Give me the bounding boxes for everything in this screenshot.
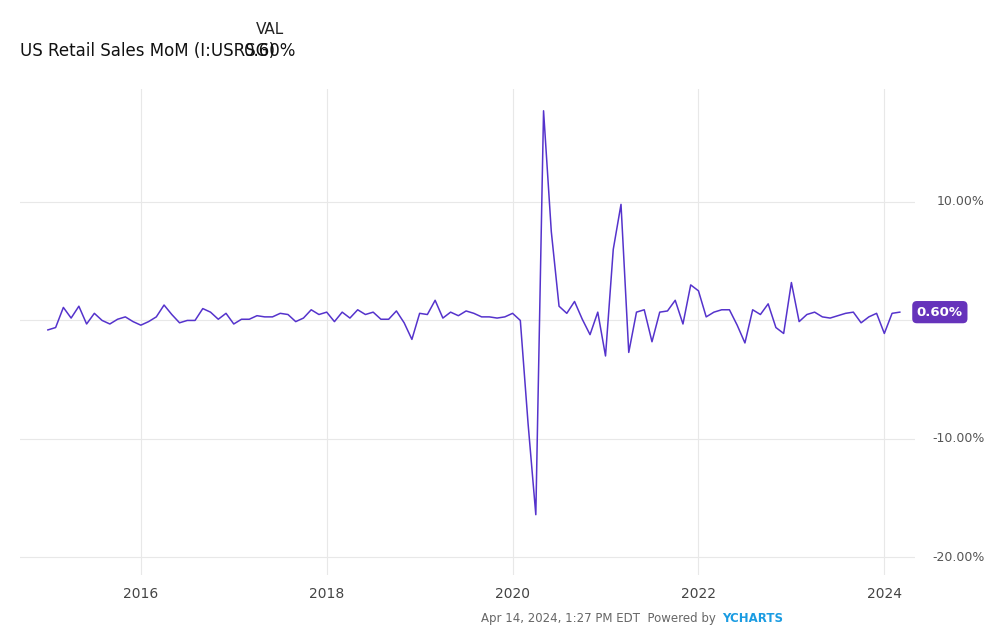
Text: 0.60%: 0.60% — [917, 305, 963, 319]
Text: -10.00%: -10.00% — [933, 433, 985, 445]
Text: Apr 14, 2024, 1:27 PM EDT  Powered by: Apr 14, 2024, 1:27 PM EDT Powered by — [481, 612, 720, 625]
Text: YCHARTS: YCHARTS — [722, 612, 783, 625]
Text: 0.60%: 0.60% — [244, 42, 296, 59]
Text: US Retail Sales MoM (I:USRSG): US Retail Sales MoM (I:USRSG) — [20, 42, 275, 59]
Text: 10.00%: 10.00% — [937, 196, 985, 208]
Text: VAL: VAL — [256, 22, 284, 37]
Text: -20.00%: -20.00% — [933, 551, 985, 564]
